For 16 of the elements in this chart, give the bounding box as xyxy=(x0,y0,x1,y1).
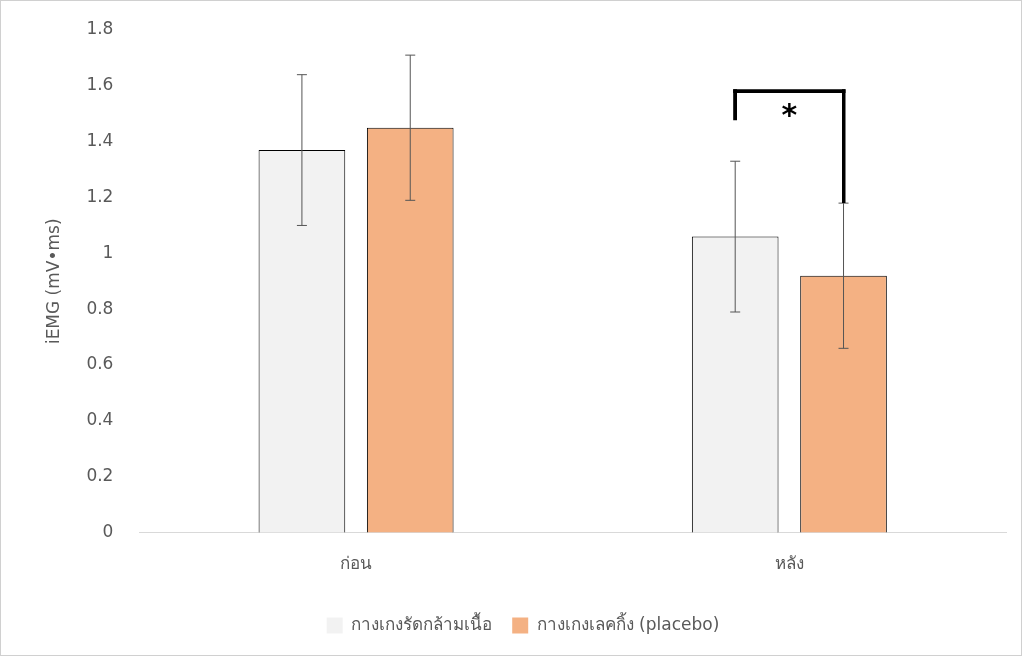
y-tick-label: 0.6 xyxy=(86,353,114,374)
y-tick-label: 1.6 xyxy=(86,74,114,95)
x-tick-label: หลัง xyxy=(774,553,804,574)
y-tick-label: 0.2 xyxy=(86,465,114,486)
y-tick-label: 0.4 xyxy=(86,409,114,430)
y-axis-title: iEMG (mV•ms) xyxy=(42,218,63,345)
annotation: * xyxy=(781,97,798,133)
y-tick-label: 1.2 xyxy=(86,185,114,206)
y-tick-label: 1.4 xyxy=(86,130,114,151)
y-tick-label: 1.8 xyxy=(86,18,114,39)
y-tick-label: 0 xyxy=(102,521,114,542)
legend-label: กางเกงเลคกิ้ง (placebo) xyxy=(536,611,720,634)
legend-label: กางเกงรัดกล้ามเนื้อ xyxy=(351,611,493,634)
x-tick-label: ก่อน xyxy=(340,553,373,574)
y-tick-label: 1 xyxy=(102,241,114,262)
y-tick-label: 0.8 xyxy=(86,297,114,318)
